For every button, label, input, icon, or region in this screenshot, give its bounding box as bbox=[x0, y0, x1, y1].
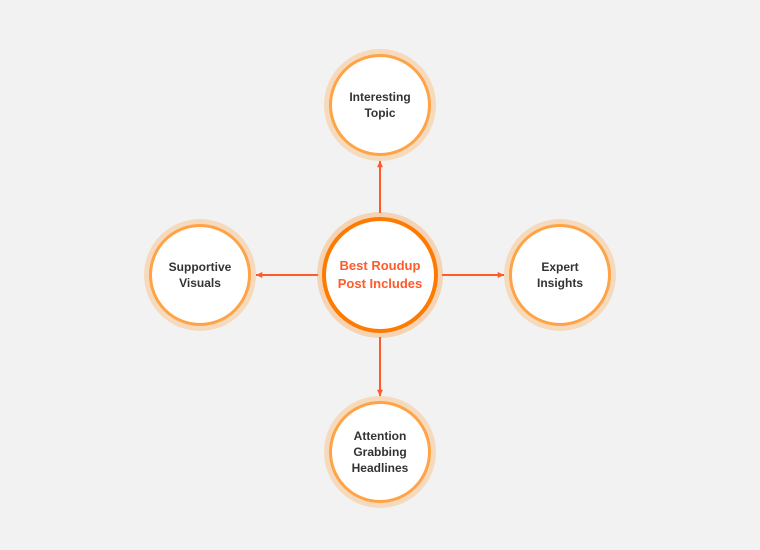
center-node-label: Best Roudup Post Includes bbox=[326, 257, 434, 292]
outer-node-bottom-label: Attention Grabbing Headlines bbox=[332, 428, 428, 477]
connector-arrow bbox=[370, 327, 391, 406]
connector-arrow bbox=[432, 265, 514, 286]
outer-node-left-label: Supportive Visuals bbox=[152, 259, 248, 291]
outer-node-left: Supportive Visuals bbox=[149, 224, 251, 326]
connector-arrow bbox=[370, 151, 391, 223]
outer-node-top-label: Interesting Topic bbox=[332, 89, 428, 121]
center-node: Best Roudup Post Includes bbox=[322, 217, 438, 333]
connector-arrow bbox=[246, 265, 328, 286]
outer-node-top: Interesting Topic bbox=[329, 54, 431, 156]
outer-node-right-label: Expert Insights bbox=[512, 259, 608, 291]
diagram-canvas: Best Roudup Post Includes Interesting Top… bbox=[0, 0, 760, 550]
outer-node-right: Expert Insights bbox=[509, 224, 611, 326]
outer-node-bottom: Attention Grabbing Headlines bbox=[329, 401, 431, 503]
